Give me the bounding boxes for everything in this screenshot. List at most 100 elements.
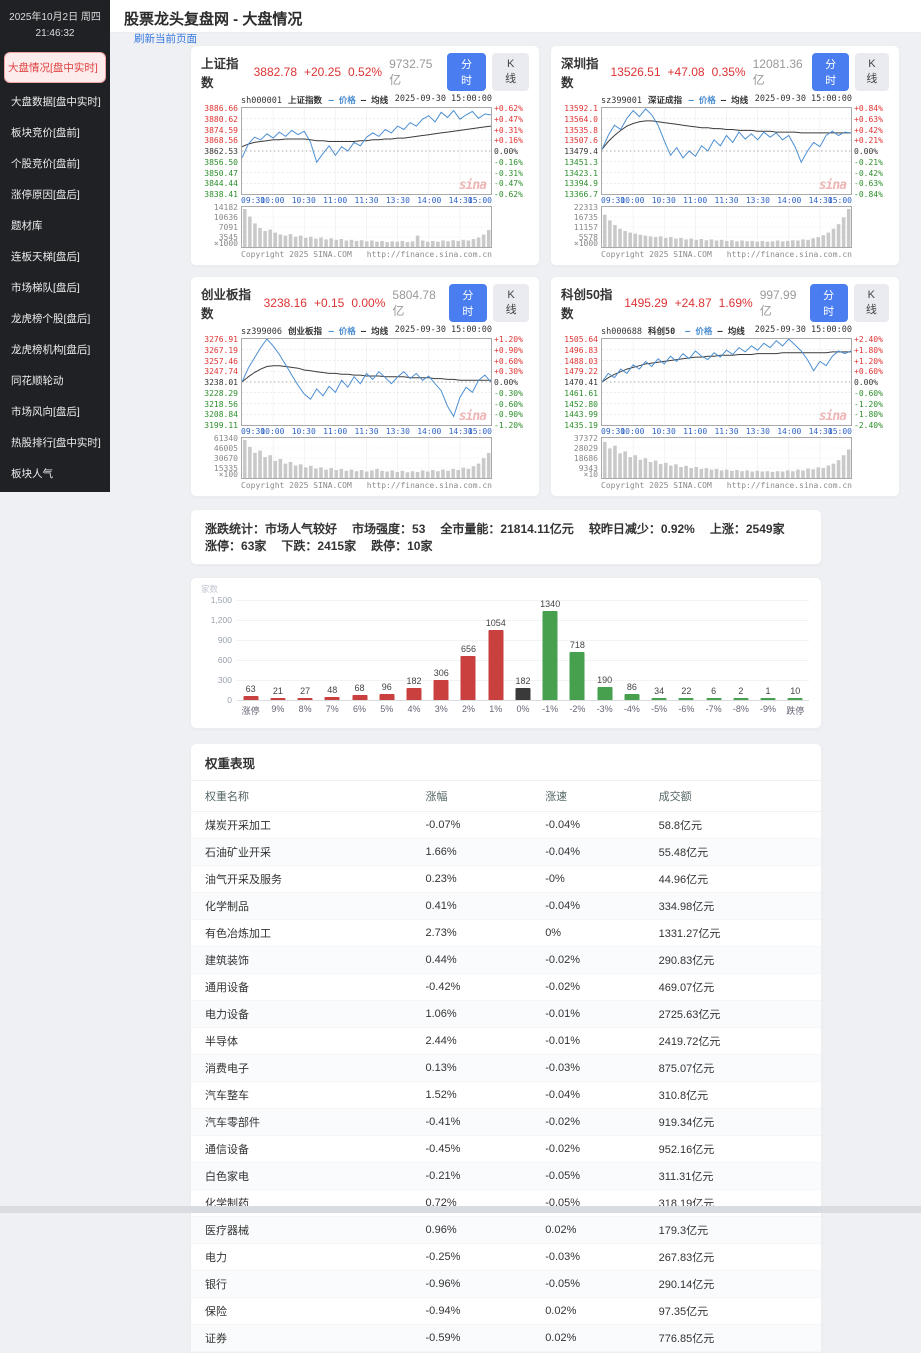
sidebar-item-8[interactable]: 龙虎榜个股[盘后] [11, 313, 91, 325]
stat-label: 上涨： [709, 522, 746, 536]
dist-value: 86 [626, 682, 637, 693]
y-axis-label-right: +1.20% [854, 356, 883, 366]
y-axis-label-left: 3880.62 [204, 114, 238, 124]
y-axis-label-left: 1435.19 [564, 421, 598, 430]
y-axis-label-right: +1.20% [494, 335, 523, 344]
dist-value: 2 [738, 686, 744, 696]
volume-plot: 14182 10636 7091 3545 ×1000 [214, 204, 492, 248]
weight-name: 煤炭开采加工 [191, 811, 412, 839]
weights-col-name: 权重名称 [191, 781, 412, 812]
weights-body: 煤炭开采加工 -0.07% -0.04% 58.8亿元 石油矿业开采 1.66% -0.04… [191, 811, 821, 1352]
index-panel-header: 上证指数 3882.78 +20.25 0.52% 9732.75亿 分时 K线 [201, 53, 529, 91]
dist-ytick: 1,200 [210, 615, 232, 625]
sidebar-item-5[interactable]: 题材库 [11, 220, 43, 232]
weight-change: 1.06% [411, 1000, 532, 1028]
minute-button[interactable]: 分时 [446, 53, 487, 91]
chart-symbol: sz399006 创业板指 [241, 327, 322, 337]
sidebar-item-3[interactable]: 个股竞价[盘前] [11, 158, 80, 170]
chart-source-url: http://finance.sina.com.cn [366, 481, 492, 490]
minute-button[interactable]: 分时 [809, 284, 848, 322]
weights-row-13: 白色家电 -0.21% -0.05% 311.31亿元 [191, 1162, 821, 1190]
minute-button[interactable]: 分时 [812, 53, 849, 91]
chart-footer: Copyright 2025 SINA.COM http://finance.si… [561, 248, 889, 260]
y-axis-label-right: -1.20% [854, 399, 883, 409]
x-axis-label: 13:30 [385, 196, 410, 205]
scrollbar-horizontal[interactable] [0, 1206, 921, 1213]
sidebar-item-1[interactable]: 大盘数据[盘中实时] [11, 96, 101, 108]
chart-mode-buttons: 分时 K线 [812, 53, 889, 91]
sidebar-item-7[interactable]: 市场梯队[盘后] [11, 282, 80, 294]
kline-button[interactable]: K线 [854, 53, 889, 91]
volume-axis-label: 37372 [573, 434, 598, 443]
dist-bar [488, 629, 504, 700]
dist-ytick: 900 [217, 635, 232, 645]
x-axis-labels: 09:30 10:00 10:30 11:00 11:30 13:30 14:00 14:30… [241, 426, 492, 437]
index-value: 13526.51 [610, 65, 661, 79]
chart-symbol: sh000001 上证指数 [241, 96, 322, 106]
dist-column: 27 8% [291, 600, 318, 714]
legend-price: — 价格 [688, 96, 716, 106]
weight-turnover: 919.34亿元 [644, 1108, 821, 1136]
sidebar-item-9[interactable]: 龙虎榜机构[盘后] [11, 344, 91, 356]
weight-change: -0.96% [411, 1270, 532, 1298]
index-panel-3: 科创50指数 1495.29 +24.87 1.69% 997.99亿 分时 K线 sh000… [550, 276, 900, 497]
weight-turnover: 267.83亿元 [644, 1243, 821, 1271]
dist-category: -3% [596, 704, 613, 714]
volume-axis-label: 30670 [213, 454, 238, 463]
weights-col-speed: 涨速 [531, 781, 645, 812]
y-axis-label-left: 3238.01 [204, 378, 238, 387]
y-axis-label-left: 13507.6 [564, 136, 598, 146]
kline-button[interactable]: K线 [493, 284, 529, 322]
dist-column: 68 6% [346, 600, 373, 714]
dist-value: 190 [597, 675, 613, 686]
volume-unit-label: ×10 [583, 470, 598, 479]
y-axis-label-left: 13394.9 [564, 179, 598, 189]
weights-title: 权重表现 [191, 744, 821, 781]
sidebar-item-12[interactable]: 热股排行[盘中实时] [11, 437, 101, 449]
sidebar-item-2[interactable]: 板块竞价[盘前] [11, 127, 80, 139]
weight-name: 通用设备 [191, 973, 412, 1001]
volume-unit-label: ×100 [218, 470, 238, 479]
weight-speed: -0.01% [531, 1000, 645, 1028]
refresh-link[interactable]: 刷新当前页面 [134, 33, 197, 45]
volume-plot: 37372 28029 18686 9343 ×10 [574, 435, 852, 479]
weight-speed: -0.02% [531, 973, 645, 1001]
sidebar-item-13[interactable]: 板块人气 [11, 468, 53, 480]
index-pct: 0.00% [351, 296, 386, 310]
chart-legend: — 价格 — 均线 [329, 94, 389, 106]
dist-value: 48 [327, 684, 338, 695]
index-amount: 5804.78亿 [392, 287, 436, 318]
sidebar-item-4[interactable]: 涨停原因[盘后] [11, 189, 80, 201]
dist-bar [433, 679, 449, 700]
sidebar-item-0[interactable]: 大盘情况[盘中实时] [4, 52, 106, 83]
distribution-axis-title: 家数 [201, 584, 219, 594]
dist-bar [515, 687, 531, 700]
sidebar-item-11[interactable]: 市场风向[盘后] [11, 406, 80, 418]
dist-category: 4% [407, 704, 421, 714]
weight-name: 汽车零部件 [191, 1108, 412, 1136]
minute-button[interactable]: 分时 [448, 284, 488, 322]
dist-category: 6% [353, 704, 367, 714]
dist-bar [787, 698, 803, 700]
sidebar-item-6[interactable]: 连板天梯[盘后] [11, 251, 80, 263]
x-axis-label: 11:00 [323, 196, 348, 205]
weight-turnover: 1331.27亿元 [644, 919, 821, 947]
x-axis-label: 09:30 [241, 427, 266, 436]
y-axis-label-right: -0.47% [494, 179, 523, 189]
kline-button[interactable]: K线 [492, 53, 529, 91]
weight-name: 汽车整车 [191, 1081, 412, 1109]
y-axis-label-right: -0.16% [494, 157, 523, 167]
x-axis-labels: 09:30 10:00 10:30 11:00 11:30 13:30 14:00 14:30… [601, 195, 852, 206]
x-axis-label: 14:30 [808, 427, 833, 436]
chart-meta: sz399006 创业板指 — 价格 — 均线 2025-09-30 15:00:00 [201, 325, 529, 338]
sidebar-item-10[interactable]: 同花顺轮动 [11, 375, 64, 387]
weight-change: 1.66% [411, 838, 532, 866]
y-axis-label-left: 1505.64 [564, 335, 598, 344]
stat-label: 下跌： [281, 539, 318, 553]
stat-item-1: 市场强度：53 [352, 522, 425, 536]
y-axis-label-right: -0.21% [854, 157, 883, 167]
weight-name: 白色家电 [191, 1162, 412, 1190]
sidebar-item-partial[interactable]: ··· [49, 497, 61, 509]
kline-button[interactable]: K线 [853, 284, 890, 322]
weight-turnover: 58.8亿元 [644, 811, 821, 839]
